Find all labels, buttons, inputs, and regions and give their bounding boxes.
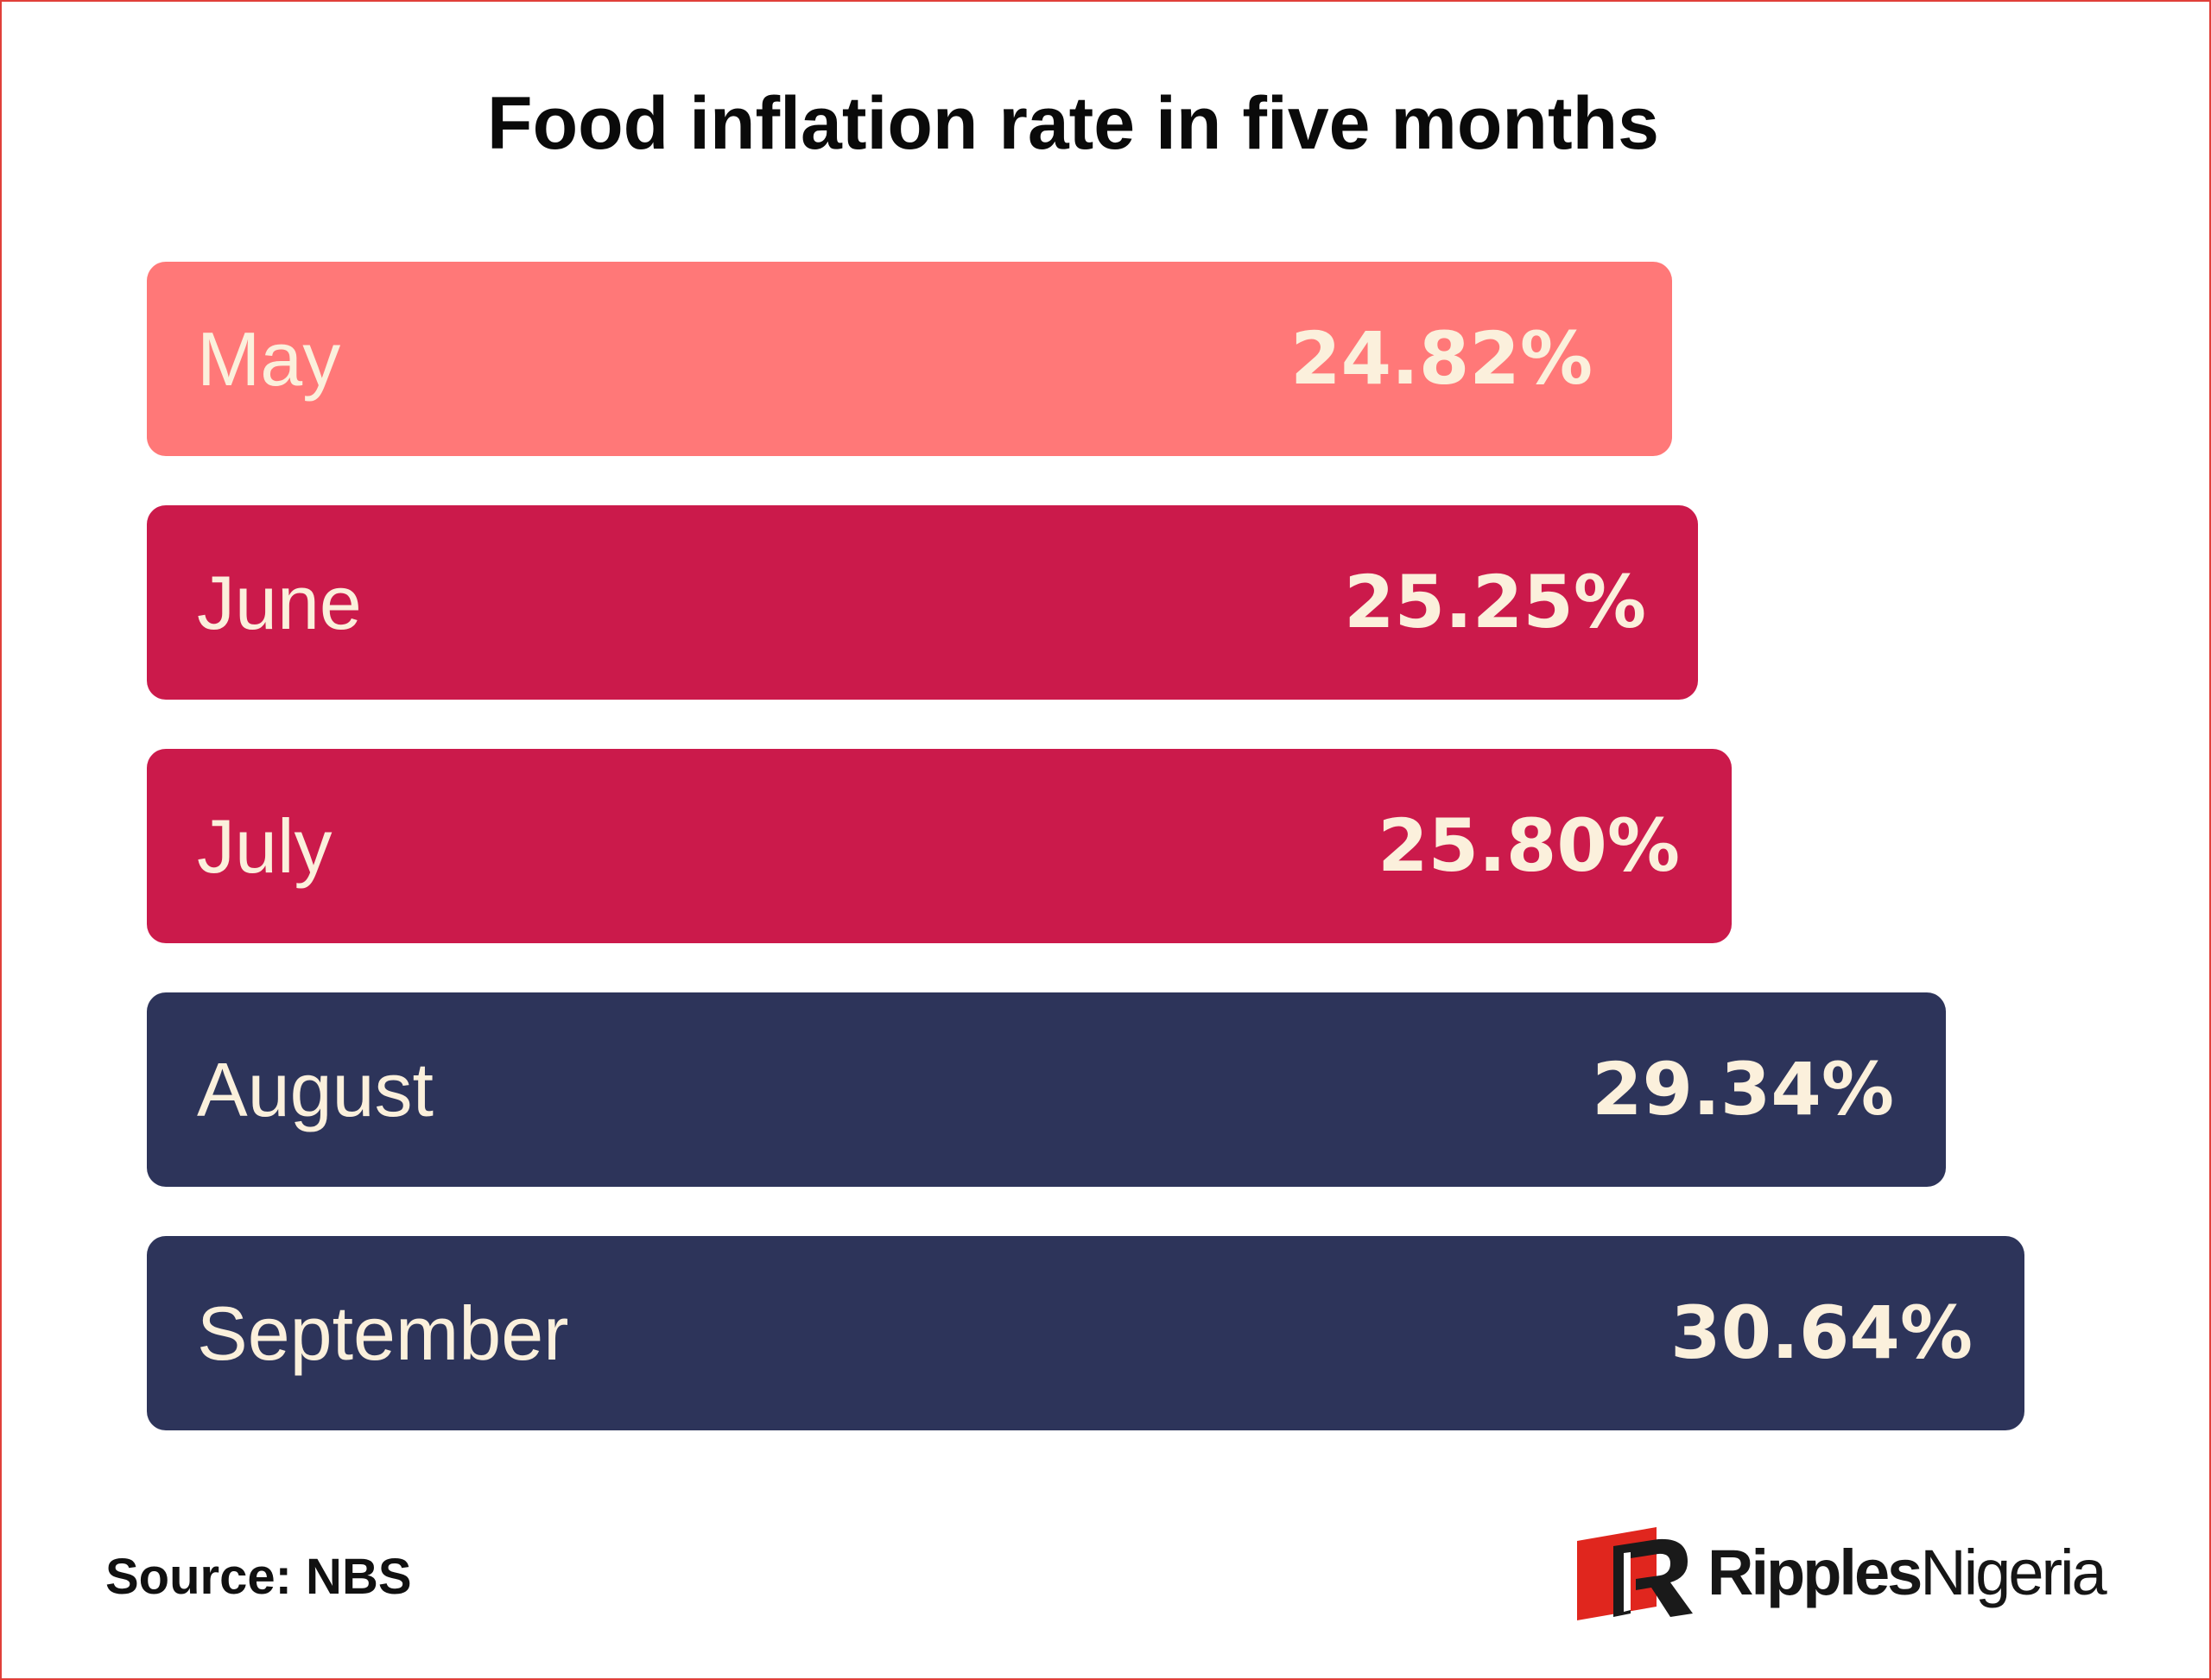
value-label-september: 30.64% bbox=[1670, 1290, 1973, 1375]
bar-june: June 25.25% bbox=[147, 505, 1698, 700]
bar-july: July 25.80% bbox=[147, 749, 1732, 943]
value-label-june: 25.25% bbox=[1344, 560, 1646, 644]
chart-title: Food inflation rate in five months bbox=[487, 82, 1659, 165]
bar-label-august: August bbox=[197, 1047, 434, 1132]
bar-label-may: May bbox=[197, 316, 341, 402]
value-label-august: 29.34% bbox=[1592, 1047, 1894, 1132]
brand-name-bold: Ripples bbox=[1707, 1537, 1923, 1608]
source-note: Source: NBS bbox=[105, 1549, 412, 1605]
ripples-nigeria-logo: RipplesNigeria bbox=[1574, 1527, 2135, 1622]
ripples-logo-icon bbox=[1577, 1527, 1693, 1620]
bar-label-june: June bbox=[197, 560, 362, 645]
bar-may: May 24.82% bbox=[147, 262, 1672, 456]
bar-september: September 30.64% bbox=[147, 1236, 2024, 1430]
ripples-logo-wordmark: RipplesNigeria bbox=[1707, 1534, 2107, 1612]
bar-label-september: September bbox=[197, 1290, 569, 1376]
bar-august: August 29.34% bbox=[147, 992, 1946, 1187]
value-label-may: 24.82% bbox=[1290, 316, 1593, 401]
brand-name-light: Nigeria bbox=[1920, 1537, 2106, 1608]
value-label-july: 25.80% bbox=[1378, 803, 1680, 888]
bar-label-july: July bbox=[197, 803, 333, 889]
